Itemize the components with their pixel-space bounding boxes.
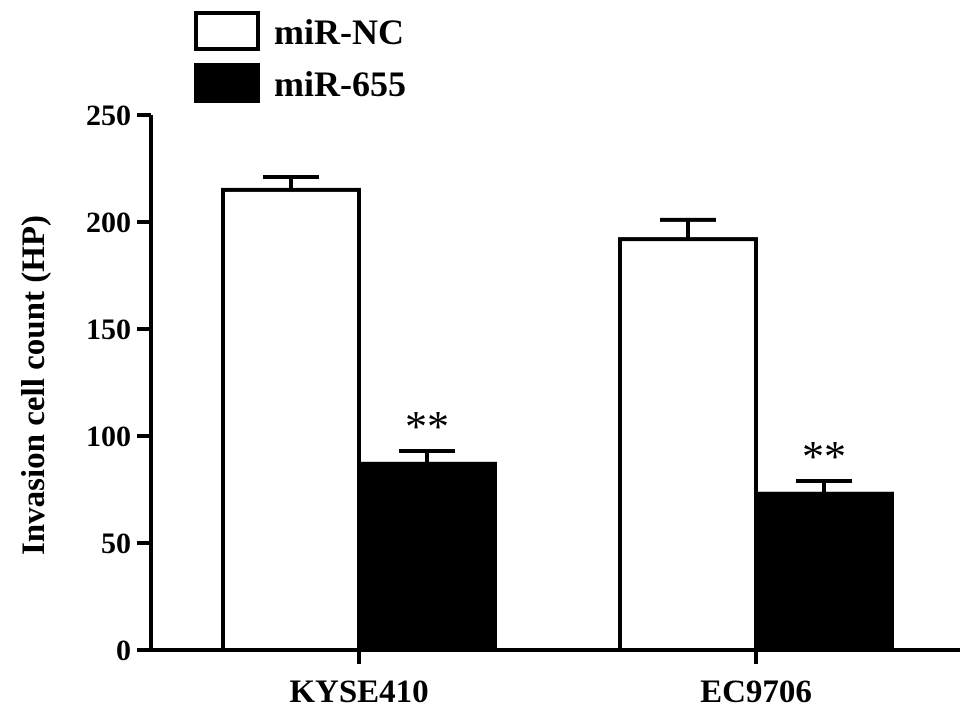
legend-swatch-mir-655 <box>194 63 260 103</box>
y-tick-label: 0 <box>116 634 131 667</box>
y-tick-label: 250 <box>86 99 131 132</box>
y-axis-title: Invasion cell count (HP) <box>16 215 52 555</box>
y-axis: 0 50 100 150 200 250 <box>86 99 153 667</box>
x-tick-label: KYSE410 <box>289 674 428 710</box>
legend: miR-NC miR-655 <box>194 11 406 104</box>
y-tick-label: 200 <box>86 206 131 239</box>
significance-label: ** <box>405 402 449 451</box>
y-tick-label: 150 <box>86 313 131 346</box>
bar-mir-nc-kyse410 <box>221 187 361 652</box>
bars: ** ** <box>221 175 894 652</box>
legend-swatch-mir-nc <box>194 11 260 51</box>
legend-label: miR-NC <box>274 12 404 52</box>
x-axis: KYSE410 EC9706 <box>149 648 960 710</box>
significance-label: ** <box>802 432 846 481</box>
y-tick-label: 100 <box>86 420 131 453</box>
y-tick-label: 50 <box>101 527 131 560</box>
legend-label: miR-655 <box>274 64 406 104</box>
bar-mir-nc-ec9706 <box>618 237 758 652</box>
x-tick-label: EC9706 <box>700 674 812 710</box>
bar-mir-655-ec9706 <box>754 491 894 652</box>
bar-mir-655-kyse410 <box>357 461 497 652</box>
